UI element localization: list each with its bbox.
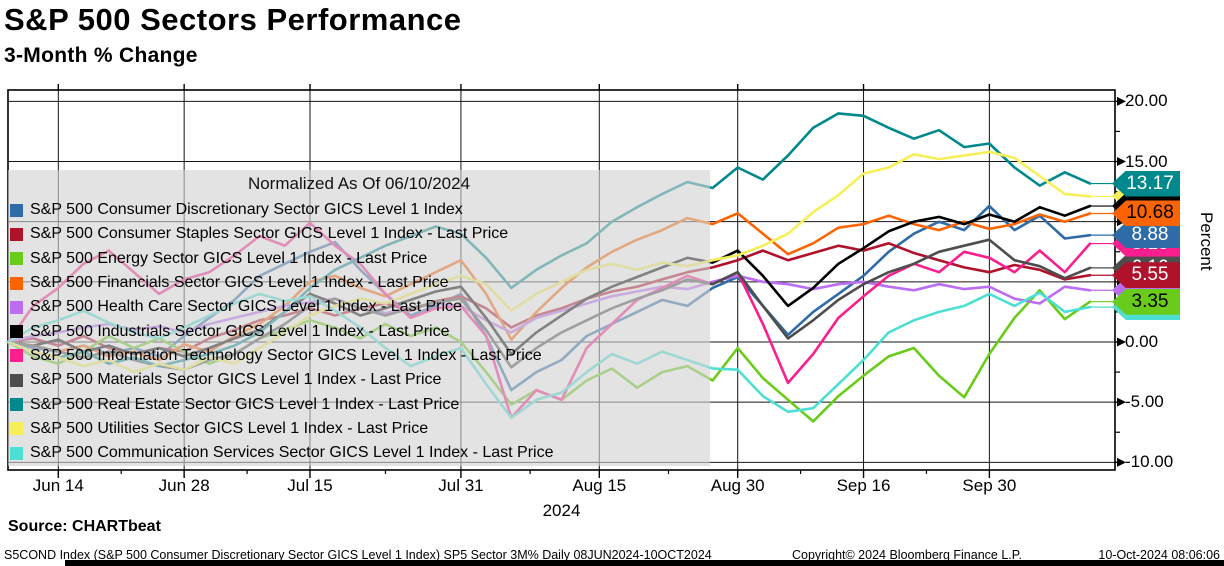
legend-item-label: S&P 500 Real Estate Sector GICS Level 1 …: [30, 395, 460, 413]
legend-item: S&P 500 Information Technology Sector GI…: [10, 344, 554, 368]
y-tick-arrow-icon: [1117, 397, 1126, 407]
legend-item-label: S&P 500 Communication Services Sector GI…: [30, 444, 554, 462]
legend-item-label: S&P 500 Information Technology Sector GI…: [30, 346, 542, 364]
legend-item-label: S&P 500 Industrials Sector GICS Level 1 …: [30, 322, 450, 340]
source-label: Source: CHARTbeat: [8, 518, 161, 535]
legend-item-label: S&P 500 Consumer Discretionary Sector GI…: [30, 201, 463, 219]
x-axis-tick-label: Sep 30: [962, 476, 1017, 495]
legend-item-label: S&P 500 Materials Sector GICS Level 1 In…: [30, 371, 442, 389]
footer-disclaimer: S5COND Index (S&P 500 Consumer Discretio…: [4, 548, 712, 562]
legend-swatch-icon: [10, 422, 23, 436]
legend-item-label: S&P 500 Energy Sector GICS Level 1 Index…: [30, 249, 428, 267]
page-title: S&P 500 Sectors Performance: [4, 2, 462, 37]
legend: S&P 500 Consumer Discretionary Sector GI…: [10, 198, 554, 465]
last-price-tag-value: 8.88: [1131, 224, 1169, 246]
last-price-tag: 10.68: [1112, 200, 1180, 227]
x-axis-tick-label: Jul 15: [287, 476, 333, 495]
legend-item: S&P 500 Industrials Sector GICS Level 1 …: [10, 319, 554, 343]
legend-item: S&P 500 Financials Sector GICS Level 1 I…: [10, 271, 554, 295]
y-tick-arrow-icon: [1117, 337, 1126, 347]
y-tick-arrow-icon: [1117, 157, 1126, 167]
legend-swatch-icon: [10, 349, 23, 363]
legend-item: S&P 500 Consumer Staples Sector GICS Lev…: [10, 222, 554, 246]
last-price-tag: 8.88: [1112, 222, 1180, 249]
y-axis-title: Percent: [1197, 212, 1216, 271]
last-price-tag-value: 5.55: [1131, 264, 1169, 286]
last-price-tag: 5.55: [1112, 262, 1180, 289]
page-subtitle: 3-Month % Change: [4, 44, 198, 67]
legend-item: S&P 500 Real Estate Sector GICS Level 1 …: [10, 392, 554, 416]
legend-item: S&P 500 Utilities Sector GICS Level 1 In…: [10, 417, 554, 441]
legend-swatch-icon: [10, 300, 23, 314]
footer-copyright: Copyright© 2024 Bloomberg Finance L.P.: [792, 548, 1022, 562]
y-axis-tick-label: -5.00: [1125, 392, 1164, 412]
last-price-tag: 3.35: [1112, 288, 1180, 315]
legend-item: S&P 500 Communication Services Sector GI…: [10, 441, 554, 465]
y-axis-tick-label: 20.00: [1125, 91, 1168, 111]
footer-datetime: 10-Oct-2024 08:06:06: [1098, 548, 1220, 562]
legend-item-label: S&P 500 Health Care Sector GICS Level 1 …: [30, 298, 462, 316]
legend-item: S&P 500 Consumer Discretionary Sector GI…: [10, 198, 554, 222]
x-axis-tick-label: Sep 16: [836, 476, 891, 495]
legend-swatch-icon: [10, 325, 23, 339]
x-axis-tick-label: Jun 28: [158, 476, 210, 495]
legend-background: [8, 170, 710, 466]
y-tick-arrow-icon: [1117, 96, 1126, 106]
legend-swatch-icon: [10, 398, 23, 412]
legend-swatch-icon: [10, 276, 23, 290]
legend-item: S&P 500 Energy Sector GICS Level 1 Index…: [10, 247, 554, 271]
legend-item: S&P 500 Materials Sector GICS Level 1 In…: [10, 368, 554, 392]
y-axis-tick-label: 15.00: [1125, 151, 1168, 171]
x-axis-tick-label: Jul 31: [438, 476, 484, 495]
x-axis-tick-label: Aug 30: [710, 476, 765, 495]
last-price-tag-value: 10.68: [1126, 202, 1174, 224]
legend-swatch-icon: [10, 373, 23, 387]
x-axis-tick-label: Aug 15: [572, 476, 627, 495]
legend-normalized-note: Normalized As Of 06/10/2024: [247, 174, 471, 193]
bottom-black-bar: [65, 560, 1224, 566]
x-axis-tick-label: Jun 14: [32, 476, 84, 495]
legend-swatch-icon: [10, 227, 23, 241]
last-price-tag-value: 3.35: [1131, 290, 1169, 312]
y-tick-arrow-icon: [1117, 457, 1126, 467]
legend-item-label: S&P 500 Consumer Staples Sector GICS Lev…: [30, 225, 509, 243]
legend-swatch-icon: [10, 203, 23, 217]
legend-swatch-icon: [10, 252, 23, 266]
y-axis-tick-label: -10.00: [1125, 452, 1174, 472]
last-price-tag-value: 13.17: [1126, 172, 1174, 194]
legend-item-label: S&P 500 Utilities Sector GICS Level 1 In…: [30, 419, 429, 437]
last-price-tag: 13.17: [1112, 170, 1180, 197]
legend-swatch-icon: [10, 446, 23, 460]
legend-item: S&P 500 Health Care Sector GICS Level 1 …: [10, 295, 554, 319]
y-axis-tick-label: 0.00: [1125, 332, 1159, 351]
x-axis-year-label: 2024: [542, 501, 581, 520]
legend-item-label: S&P 500 Financials Sector GICS Level 1 I…: [30, 274, 449, 292]
